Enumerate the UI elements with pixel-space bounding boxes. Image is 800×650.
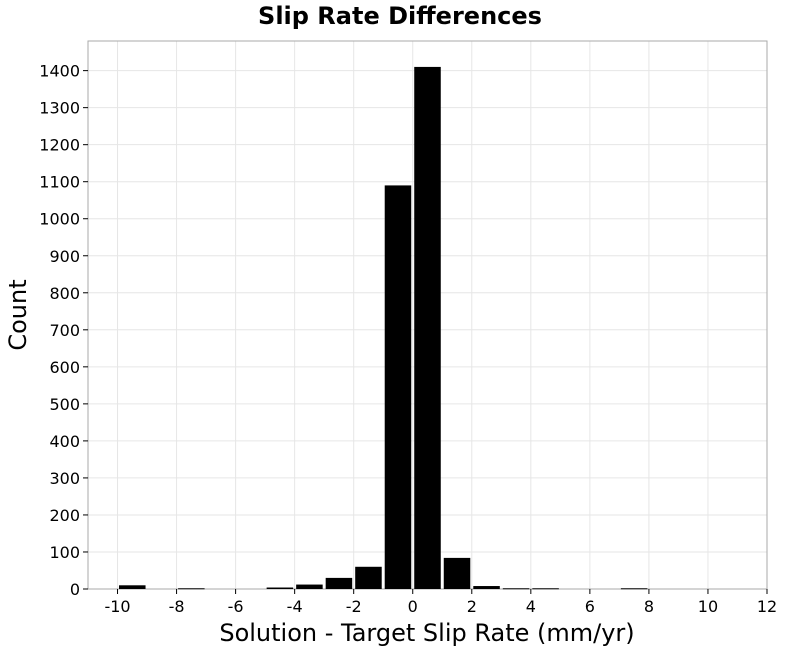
y-tick-label: 1100 bbox=[39, 173, 80, 192]
x-tick-label: -2 bbox=[346, 597, 362, 616]
histogram-bar bbox=[502, 588, 530, 590]
histogram-bar bbox=[296, 584, 323, 589]
x-axis-label: Solution - Target Slip Rate (mm/yr) bbox=[219, 619, 634, 647]
histogram-bar bbox=[620, 588, 648, 590]
histogram-bar bbox=[325, 577, 353, 589]
y-tick-label: 800 bbox=[49, 284, 80, 303]
y-tick-label: 1000 bbox=[39, 210, 80, 229]
y-tick-label: 1200 bbox=[39, 136, 80, 155]
x-tick-label: -8 bbox=[169, 597, 185, 616]
y-tick-label: 0 bbox=[70, 580, 80, 599]
y-tick-label: 600 bbox=[49, 358, 80, 377]
histogram-bar bbox=[355, 566, 382, 589]
chart-title: Slip Rate Differences bbox=[258, 2, 542, 30]
histogram-bar bbox=[178, 588, 205, 590]
x-tick-label: 4 bbox=[526, 597, 536, 616]
y-tick-label: 200 bbox=[49, 506, 80, 525]
x-ticks: -10 -8 -6 -4 -2 0 2 4 6 8 10 12 bbox=[104, 589, 777, 616]
x-tick-label: -10 bbox=[104, 597, 130, 616]
x-tick-label: 0 bbox=[408, 597, 418, 616]
y-tick-label: 400 bbox=[49, 432, 80, 451]
histogram-bar bbox=[414, 66, 441, 589]
histogram-bar bbox=[384, 185, 412, 590]
x-tick-label: 8 bbox=[644, 597, 654, 616]
y-tick-label: 500 bbox=[49, 395, 80, 414]
histogram-bar bbox=[266, 587, 294, 589]
histogram-bar bbox=[473, 586, 500, 589]
x-tick-label: 6 bbox=[585, 597, 595, 616]
y-tick-label: 300 bbox=[49, 469, 80, 488]
y-tick-label: 100 bbox=[49, 543, 80, 562]
histogram-bar bbox=[532, 588, 559, 590]
y-ticks: 0 100 200 300 400 500 600 700 800 900 1000 1100 1200… bbox=[39, 62, 88, 599]
x-tick-label: 2 bbox=[467, 597, 477, 616]
y-tick-label: 700 bbox=[49, 321, 80, 340]
histogram-bar bbox=[443, 557, 471, 589]
y-tick-label: 1300 bbox=[39, 99, 80, 118]
x-tick-label: 12 bbox=[757, 597, 777, 616]
bars-layer bbox=[119, 66, 648, 590]
histogram-bar bbox=[119, 585, 146, 589]
y-axis-label: Count bbox=[4, 279, 32, 350]
x-tick-label: -6 bbox=[228, 597, 244, 616]
y-tick-label: 900 bbox=[49, 247, 80, 266]
x-tick-label: 10 bbox=[698, 597, 718, 616]
y-tick-label: 1400 bbox=[39, 62, 80, 81]
x-tick-label: -4 bbox=[287, 597, 303, 616]
